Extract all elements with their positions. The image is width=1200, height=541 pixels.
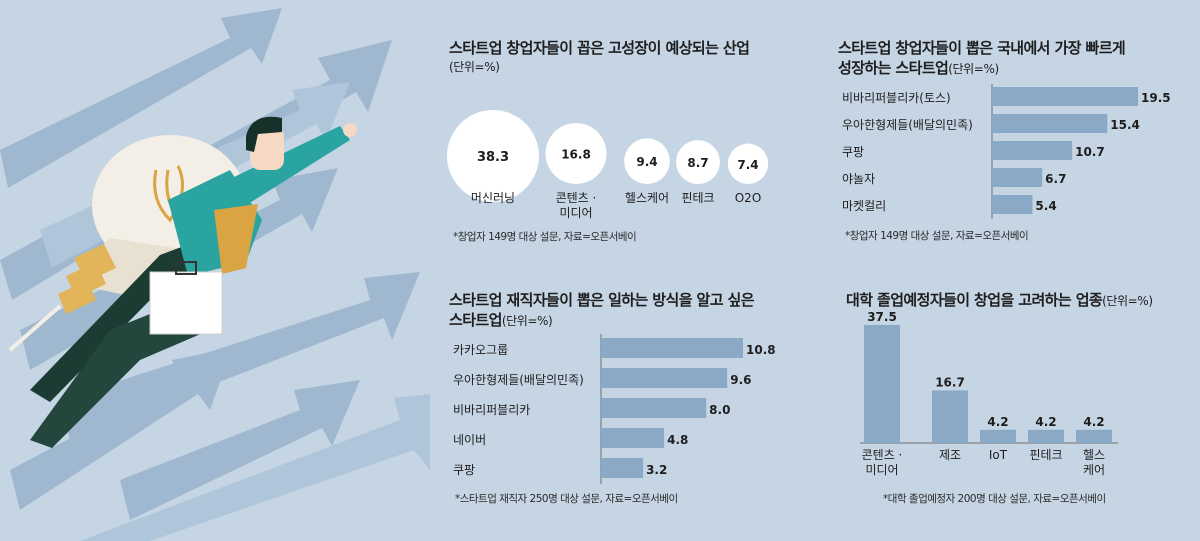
- category-label: 우아한형제들(배달의민족): [842, 118, 973, 132]
- source-note: *스타트업 재직자 250명 대상 설문, 자료=오픈서베이: [455, 493, 678, 505]
- bubble-value-label: 16.8: [561, 148, 591, 162]
- bar-value-label: 10.8: [746, 343, 776, 357]
- bar: [601, 428, 665, 448]
- bar-value-label: 4.2: [1035, 415, 1056, 429]
- bar-value-label: 4.2: [987, 415, 1008, 429]
- category-label: 미디어: [865, 463, 898, 477]
- panel-title-line1: 스타트업 재직자들이 뽑은 일하는 방식을 알고 싶은: [449, 291, 755, 309]
- panel-unit: (단위=%): [1102, 294, 1153, 308]
- source-note: *대학 졸업예정자 200명 대상 설문, 자료=오픈서베이: [883, 493, 1106, 505]
- hbar-chart-work-style: 카카오그룹 10.8 우아한형제들(배달의민족) 9.6 비바리퍼블리카 8.0 네이버 4.…: [453, 334, 776, 484]
- bar-value-label: 6.7: [1045, 172, 1066, 186]
- bubble-value-label: 8.7: [687, 156, 708, 170]
- bar: [980, 429, 1016, 443]
- category-label: 마켓컬리: [842, 199, 886, 213]
- bubble-value-label: 38.3: [477, 150, 509, 165]
- bar-value-label: 9.6: [730, 373, 751, 387]
- panel-unit: (단위=%): [948, 62, 999, 76]
- bubble: [545, 123, 607, 184]
- bubble: [447, 110, 539, 202]
- category-label: 헬스: [1083, 448, 1105, 462]
- panel-title-line1: 스타트업 창업자들이 뽑은 국내에서 가장 빠르게: [838, 39, 1126, 57]
- bar: [601, 338, 743, 358]
- bar-value-label: 10.7: [1075, 145, 1105, 159]
- bar-value-label: 8.0: [709, 403, 730, 417]
- bubble-value-label: 7.4: [737, 158, 758, 172]
- bar: [601, 458, 644, 478]
- category-label: 쿠팡: [842, 145, 864, 159]
- category-label: 비바리퍼블리카: [453, 403, 530, 417]
- category-label: 비바리퍼블리카(토스): [842, 91, 951, 105]
- bar: [992, 114, 1108, 133]
- vbar-chart-graduates: 37.5 콘텐츠 ·미디어 16.7 제조 4.2 IoT 4.2 핀테크 4.2 헬스케어: [860, 310, 1118, 477]
- category-label: 핀테크: [681, 191, 714, 205]
- bar: [932, 390, 968, 443]
- bar: [601, 368, 728, 388]
- panel-high-growth-industries: 스타트업 창업자들이 꼽은 고성장이 예상되는 산업 (단위=%): [449, 38, 779, 75]
- category-label: 머신러닝: [471, 191, 515, 205]
- bar-value-label: 16.7: [935, 375, 965, 389]
- panel-title: 스타트업 창업자들이 꼽은 고성장이 예상되는 산업: [449, 39, 750, 57]
- bar-value-label: 19.5: [1141, 91, 1171, 105]
- category-label: 제조: [939, 448, 961, 462]
- businessman-figure: [30, 116, 357, 448]
- category-label: 쿠팡: [453, 463, 475, 477]
- bar-value-label: 5.4: [1035, 199, 1056, 213]
- bar: [992, 195, 1033, 214]
- bar: [601, 398, 707, 418]
- source-note: *창업자 149명 대상 설문, 자료=오픈서베이: [845, 230, 1029, 242]
- source-note: *창업자 149명 대상 설문, 자료=오픈서베이: [453, 231, 637, 243]
- bar-value-label: 15.4: [1110, 118, 1140, 132]
- bar-value-label: 37.5: [867, 310, 897, 324]
- bubble-value-label: 9.4: [636, 155, 657, 169]
- hbar-chart-fastest: 비바리퍼블리카(토스) 19.5 우아한형제들(배달의민족) 15.4 쿠팡 10.7 야놀…: [842, 84, 1171, 219]
- panel-unit: (단위=%): [501, 314, 553, 328]
- panel-title-line2: 성장하는 스타트업: [838, 59, 949, 77]
- category-label: 네이버: [453, 433, 486, 447]
- bubble: [727, 143, 769, 184]
- bubble-chart: 38.3 머신러닝 16.8 콘텐츠 ·미디어 9.4 헬스케어 8.7 핀테크 7.4 O2O: [447, 110, 769, 220]
- category-label: IoT: [989, 448, 1008, 462]
- category-label: 핀테크: [1029, 448, 1062, 462]
- panel-title-line2: 스타트업: [449, 311, 502, 329]
- bubble: [676, 140, 720, 184]
- category-label: 우아한형제들(배달의민족): [453, 373, 584, 387]
- bar: [992, 141, 1073, 160]
- bar: [864, 325, 900, 443]
- category-label: 야놀자: [842, 172, 875, 186]
- category-label: O2O: [735, 191, 762, 205]
- category-label: 케어: [1083, 463, 1105, 477]
- bar-value-label: 3.2: [646, 463, 667, 477]
- panel-unit: (단위=%): [449, 60, 500, 74]
- bar-value-label: 4.2: [1083, 415, 1104, 429]
- bar: [992, 168, 1043, 187]
- panel-work-style-startups: 스타트업 재직자들이 뽑은 일하는 방식을 알고 싶은 스타트업(단위=%): [449, 290, 809, 331]
- category-label: 카카오그룹: [453, 343, 508, 357]
- bar-value-label: 4.8: [667, 433, 688, 447]
- bar: [992, 87, 1138, 106]
- category-label: 콘텐츠 ·: [862, 448, 903, 462]
- category-label: 콘텐츠 ·: [556, 191, 597, 205]
- bubble: [624, 138, 670, 184]
- panel-title: 대학 졸업예정자들이 창업을 고려하는 업종: [846, 291, 1103, 309]
- panel-graduates-industries: 대학 졸업예정자들이 창업을 고려하는 업종(단위=%): [846, 290, 1196, 311]
- panel-fastest-growing-startups: 스타트업 창업자들이 뽑은 국내에서 가장 빠르게 성장하는 스타트업(단위=%…: [838, 38, 1188, 79]
- bar: [1076, 429, 1112, 443]
- category-label: 헬스케어: [625, 191, 669, 205]
- bar: [1028, 429, 1064, 443]
- illustration-rocket-man: [0, 8, 430, 541]
- category-label: 미디어: [559, 206, 592, 220]
